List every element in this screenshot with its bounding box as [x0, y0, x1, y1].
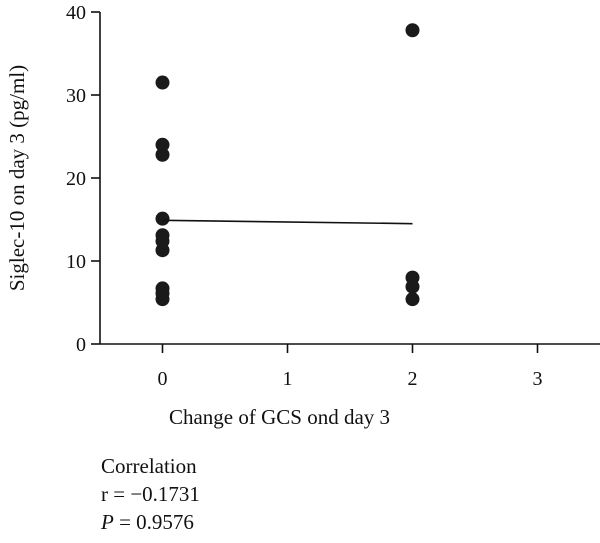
p-value-text: = 0.9576 [113, 510, 194, 534]
y-tick-label: 10 [66, 251, 86, 273]
y-tick-label: 40 [66, 2, 86, 24]
data-point [405, 279, 420, 294]
scatter-chart: 0 10 20 30 40 0 1 2 3 Change of GCS ond day 3 S… [5, 2, 600, 429]
p-symbol: P [101, 510, 114, 534]
correlation-stats: Correlation r = −0.1731 P = 0.9576 [101, 452, 200, 536]
x-axis: 0 1 2 3 [100, 343, 600, 390]
data-point [405, 23, 420, 38]
data-point [155, 137, 170, 152]
regression-line [162, 219, 413, 225]
data-point [155, 243, 170, 258]
y-axis-title: Siglec-10 on day 3 (pg/ml) [5, 65, 29, 291]
p-value: P = 0.9576 [101, 508, 200, 536]
data-points [155, 23, 420, 307]
x-axis-title: Change of GCS ond day 3 [169, 405, 390, 429]
data-point [155, 292, 170, 307]
stats-heading: Correlation [101, 454, 197, 478]
y-tick-label: 0 [76, 334, 86, 356]
data-point [155, 147, 170, 162]
x-tick-label: 1 [283, 368, 293, 390]
x-tick-label: 2 [408, 368, 418, 390]
x-tick-label: 0 [158, 368, 168, 390]
r-value: r = −0.1731 [101, 482, 200, 506]
x-tick-label: 3 [533, 368, 543, 390]
data-point [155, 75, 170, 90]
y-tick-label: 30 [66, 85, 86, 107]
y-axis: 0 10 20 30 40 [66, 2, 101, 356]
y-tick-label: 20 [66, 168, 86, 190]
data-point [155, 211, 170, 226]
data-point [405, 292, 420, 307]
